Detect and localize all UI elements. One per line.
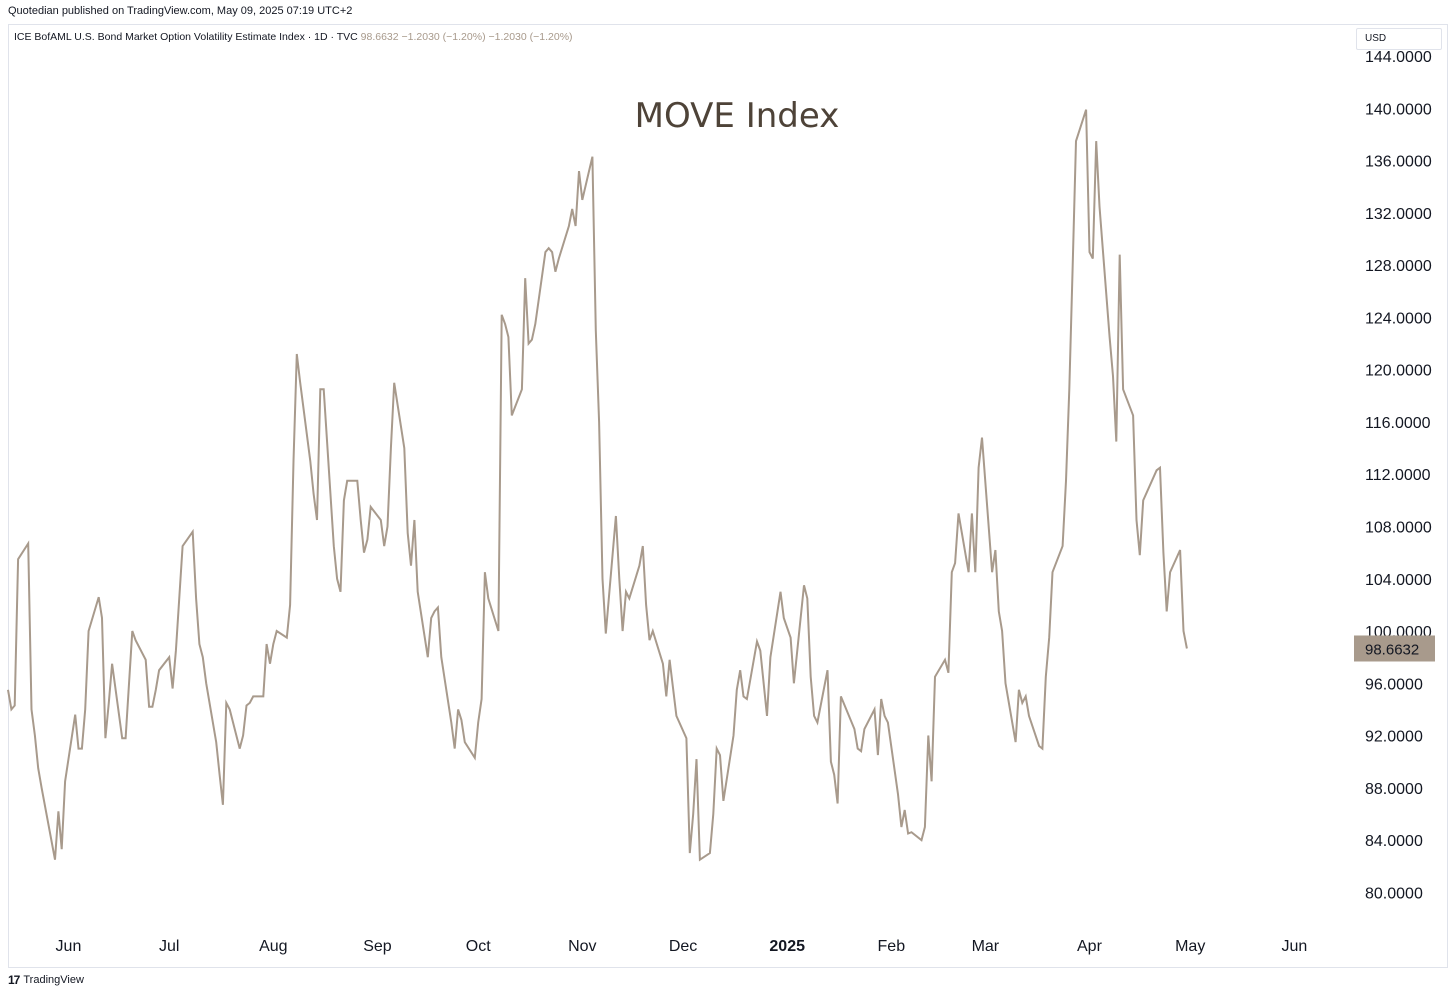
x-tick-label: Mar bbox=[972, 938, 1000, 955]
footer: 17 TradingView bbox=[8, 973, 84, 987]
currency-selector[interactable]: USD bbox=[1356, 28, 1442, 50]
x-tick-label: Jul bbox=[159, 938, 179, 955]
series-legend[interactable]: ICE BofAML U.S. Bond Market Option Volat… bbox=[14, 31, 573, 43]
price-axis[interactable]: 80.000084.000088.000092.000096.0000100.0… bbox=[1365, 49, 1432, 902]
tradingview-logo-icon: 17 bbox=[8, 973, 20, 987]
y-tick-label: 96.0000 bbox=[1365, 676, 1423, 693]
footer-brand: TradingView bbox=[23, 974, 84, 986]
y-tick-label: 116.0000 bbox=[1365, 415, 1431, 432]
x-tick-label: Dec bbox=[669, 938, 697, 955]
y-tick-label: 112.0000 bbox=[1365, 467, 1431, 484]
x-tick-label: Oct bbox=[466, 938, 491, 955]
last-price-tag-bg bbox=[1354, 635, 1435, 662]
chart-title: MOVE Index bbox=[635, 96, 840, 136]
y-tick-label: 136.0000 bbox=[1365, 154, 1432, 171]
x-tick-label: Nov bbox=[568, 938, 596, 955]
last-price-tag: 98.6632 bbox=[1354, 635, 1435, 662]
x-tick-label: Feb bbox=[878, 938, 906, 955]
legend-values: 98.6632 −1.2030 (−1.20%) −1.2030 (−1.20%… bbox=[360, 31, 573, 43]
chart-panel bbox=[8, 24, 1448, 968]
y-tick-label: 84.0000 bbox=[1365, 833, 1423, 850]
y-tick-label: 108.0000 bbox=[1365, 519, 1432, 536]
y-tick-label: 124.0000 bbox=[1365, 310, 1432, 327]
y-tick-label: 80.0000 bbox=[1365, 885, 1423, 902]
x-tick-label: May bbox=[1175, 938, 1205, 955]
y-tick-label: 128.0000 bbox=[1365, 258, 1432, 275]
y-tick-label: 88.0000 bbox=[1365, 781, 1423, 798]
publisher-line: Quotedian published on TradingView.com, … bbox=[8, 5, 353, 17]
x-tick-label: Jun bbox=[1281, 938, 1307, 955]
x-tick-label: Aug bbox=[259, 938, 287, 955]
y-tick-label: 132.0000 bbox=[1365, 206, 1432, 223]
y-tick-label: 140.0000 bbox=[1365, 101, 1432, 118]
x-tick-label: Jun bbox=[56, 938, 82, 955]
y-tick-label: 120.0000 bbox=[1365, 363, 1432, 380]
last-price-label: 98.6632 bbox=[1365, 641, 1419, 658]
y-tick-label: 144.0000 bbox=[1365, 49, 1432, 66]
time-axis[interactable]: Jun Jul Aug Sep Oct Nov Dec 2025 Feb Mar Apr May Jun bbox=[56, 938, 1308, 955]
y-tick-label: 92.0000 bbox=[1365, 729, 1423, 746]
x-tick-label: 2025 bbox=[769, 938, 805, 955]
x-tick-label: Apr bbox=[1077, 938, 1103, 955]
series-line bbox=[7, 109, 1188, 862]
x-tick-label: Sep bbox=[363, 938, 392, 955]
legend-symbol: ICE BofAML U.S. Bond Market Option Volat… bbox=[14, 31, 358, 43]
y-tick-label: 104.0000 bbox=[1365, 572, 1432, 589]
